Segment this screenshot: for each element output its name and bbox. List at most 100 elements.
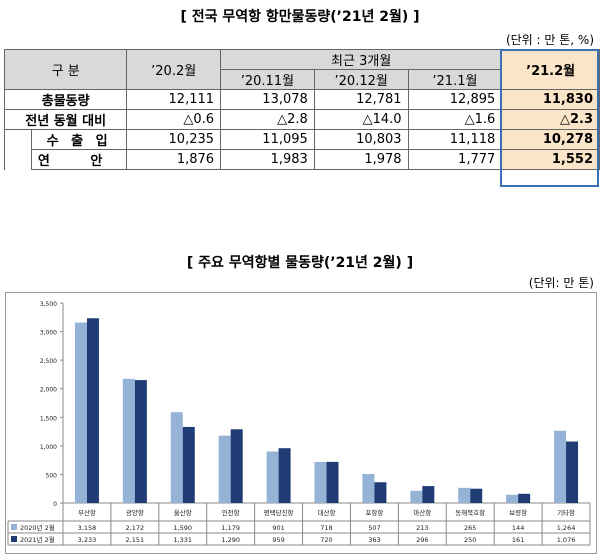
bar	[422, 486, 435, 503]
header-division: 구 분	[3, 49, 128, 90]
row-label: 수 출 입	[30, 129, 128, 150]
legend-swatch	[11, 524, 17, 530]
cell: 12,111	[126, 89, 222, 110]
indent-cell	[4, 129, 32, 170]
category-label: 부산항	[78, 508, 96, 517]
bar	[170, 412, 183, 503]
y-tick-label: 2,000	[40, 387, 57, 394]
bar	[518, 493, 531, 503]
cell-current: 1,552	[501, 149, 600, 170]
bar	[566, 441, 579, 503]
cell: △2.8	[220, 109, 315, 130]
category-label: 인천항	[222, 508, 240, 517]
table-title: [ 전국 무역항 항만물동량(’21년 2월) ]	[180, 9, 420, 25]
data-value-label: 1,590	[173, 524, 192, 532]
bar	[314, 461, 327, 503]
bar	[74, 322, 87, 503]
header-current: ’21.2월	[501, 49, 600, 90]
category-label: 동해묵호항	[455, 508, 485, 517]
data-value-label: 3,233	[78, 536, 97, 544]
bar	[134, 380, 147, 503]
header-prev-year: ’20.2월	[126, 49, 222, 90]
bar	[362, 474, 375, 503]
cell-current: 11,830	[501, 89, 600, 110]
category-label: 광양항	[126, 508, 144, 517]
stats-table: 구 분 ’20.2월 최근 3개월 ’21.2월 ’20.11월 ’20.12월…	[3, 49, 600, 170]
cell: △14.0	[313, 109, 409, 130]
data-value-label: 1,264	[557, 524, 576, 532]
cell: △0.6	[126, 109, 222, 130]
table-row: 연 안 1,876 1,983 1,978 1,777 1,552	[5, 149, 600, 170]
cell: 12,781	[313, 89, 409, 110]
cell: △1.6	[407, 109, 503, 130]
cell-current: 10,278	[501, 129, 600, 150]
bar	[554, 430, 567, 503]
bar	[410, 490, 423, 503]
cell: 1,983	[220, 149, 315, 170]
data-value-label: 1,179	[221, 524, 240, 532]
cell: 11,118	[407, 129, 503, 150]
chart-title: [ 주요 무역항별 물동량(’21년 2월) ]	[186, 255, 414, 271]
bar	[86, 318, 99, 503]
data-value-label: 901	[272, 524, 284, 532]
data-value-label: 2,151	[126, 536, 145, 544]
cell: 10,803	[313, 129, 409, 150]
cell: 1,777	[407, 149, 503, 170]
data-value-label: 161	[512, 536, 524, 544]
bar	[470, 488, 483, 503]
data-value-label: 959	[272, 536, 284, 544]
data-value-label: 1,076	[557, 536, 576, 544]
category-label: 기타항	[557, 508, 575, 517]
data-value-label: 2,172	[126, 524, 145, 532]
table-row: 전년 동월 대비 △0.6 △2.8 △14.0 △1.6 △2.3	[3, 109, 600, 130]
bar	[218, 435, 231, 503]
bar	[506, 494, 519, 503]
row-label: 연 안	[30, 149, 128, 170]
bar-chart: 0 500 1,000 1,500 2,000 2,500 3,000 3,500 3,158 3…	[7, 301, 591, 546]
header-recent: 최근 3개월	[220, 49, 503, 70]
chart-frame: 0 500 1,000 1,500 2,000 2,500 3,000 3,500 3,158 3…	[5, 292, 597, 554]
bar	[278, 448, 291, 503]
bar	[230, 429, 243, 503]
header-month: ’21.1월	[407, 69, 503, 90]
legend-label: 2021년 2월	[20, 535, 55, 544]
bar	[266, 451, 279, 503]
data-value-label: 3,158	[78, 524, 97, 532]
bar	[122, 378, 135, 503]
y-tick-label: 500	[46, 472, 58, 479]
category-label: 포항항	[365, 508, 383, 517]
data-value-label: 296	[416, 536, 428, 544]
data-value-label: 265	[464, 524, 476, 532]
bar	[326, 461, 339, 503]
data-value-label: 718	[320, 524, 332, 532]
cell: 12,895	[407, 89, 503, 110]
cell: 1,978	[313, 149, 409, 170]
row-label: 총물동량	[3, 89, 128, 110]
cell: 1,876	[126, 149, 222, 170]
cell: 13,078	[220, 89, 315, 110]
header-month: ’20.11월	[220, 69, 315, 90]
y-tick-label: 2,500	[40, 358, 57, 365]
cell: 10,235	[126, 129, 222, 150]
category-label: 울산항	[174, 508, 192, 517]
data-value-label: 1,331	[173, 536, 192, 544]
category-label: 보령항	[509, 508, 527, 517]
y-tick-label: 3,500	[40, 301, 57, 308]
table-row: 수 출 입 10,235 11,095 10,803 11,118 10,278	[4, 129, 600, 170]
cell-current: △2.3	[501, 109, 600, 130]
bar	[458, 487, 471, 503]
data-value-label: 363	[368, 536, 380, 544]
bar	[374, 482, 387, 503]
y-tick-label: 0	[53, 501, 57, 508]
data-value-label: 213	[416, 524, 428, 532]
data-value-label: 1,290	[221, 536, 240, 544]
category-label: 마산항	[413, 508, 431, 517]
data-value-label: 250	[464, 536, 476, 544]
table-row: 총물동량 12,111 13,078 12,781 12,895 11,830	[3, 89, 600, 110]
data-value-label: 144	[512, 524, 524, 532]
data-value-label: 507	[368, 524, 380, 532]
legend-swatch	[11, 536, 17, 542]
bar	[182, 426, 195, 503]
legend-label: 2020년 2월	[20, 523, 55, 532]
chart-unit: (단위: 만 톤)	[528, 276, 594, 290]
